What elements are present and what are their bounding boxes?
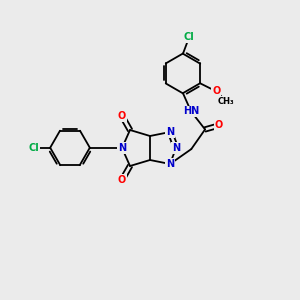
Text: CH₃: CH₃ [218,97,235,106]
Text: O: O [212,86,220,96]
Text: N: N [118,143,126,153]
Text: O: O [118,111,126,121]
Text: N: N [166,159,174,169]
Text: N: N [166,127,174,137]
Text: O: O [118,175,126,185]
Text: Cl: Cl [28,143,39,153]
Text: Cl: Cl [184,32,194,42]
Text: N: N [172,143,180,153]
Text: HN: HN [183,106,199,116]
Text: O: O [215,120,223,130]
